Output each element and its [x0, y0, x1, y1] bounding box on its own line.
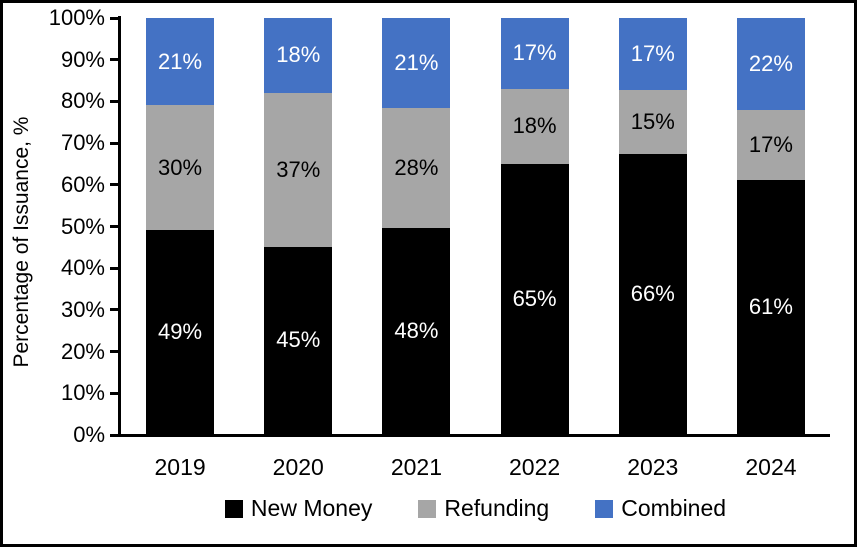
y-tick-label: 100% [48, 5, 105, 30]
y-tick-label: 30% [60, 296, 105, 322]
y-tick-label: 40% [60, 255, 105, 281]
bar-value-label: 21% [158, 48, 203, 74]
stacked-bar-2022: 65% 18% 17% [500, 18, 569, 434]
y-tick-mark [110, 183, 118, 187]
bar-value-label: 22% [748, 50, 793, 76]
y-tick-label: 50% [60, 213, 105, 239]
bar-segment-refunding: 17% [736, 109, 805, 181]
y-tick-mark [110, 433, 118, 437]
y-tick-mark [110, 16, 118, 20]
bar-segment-refunding: 30% [146, 105, 215, 231]
bar-value-label: 61% [748, 294, 793, 320]
bar-segment-combined: 17% [500, 18, 569, 89]
bar-segment-refunding: 18% [500, 88, 569, 164]
bar-value-label: 17% [748, 131, 793, 157]
legend-item-new-money: New Money [224, 495, 373, 522]
legend-label: New Money [250, 495, 373, 521]
bar-value-label: 30% [158, 154, 203, 180]
y-tick-mark [110, 99, 118, 103]
stacked-bar-2019: 49% 30% 21% [146, 18, 215, 434]
bar-segment-new-money: 61% [736, 180, 805, 434]
bar-slot-2022: 65% 18% 17% [476, 18, 594, 434]
bar-value-label: 28% [394, 155, 439, 181]
bar-value-label: 17% [630, 41, 675, 67]
stacked-bar-2021: 48% 28% 21% [382, 18, 451, 434]
bar-segment-combined: 22% [736, 18, 805, 110]
legend-label: Refunding [444, 495, 550, 521]
bar-value-label: 17% [512, 40, 557, 66]
y-tick-mark [110, 141, 118, 145]
y-tick-label: 10% [60, 380, 105, 406]
bar-value-label: 18% [512, 113, 557, 139]
y-tick-label: 0% [73, 422, 105, 447]
legend-item-refunding: Refunding [418, 495, 549, 522]
bar-value-label: 65% [512, 285, 557, 311]
legend-label: Combined [621, 495, 727, 521]
legend-swatch-icon [595, 499, 614, 518]
bar-slot-2019: 49% 30% 21% [121, 18, 239, 434]
x-axis-label: 2019 [154, 454, 206, 480]
bar-segment-new-money: 65% [500, 163, 569, 434]
legend-swatch-icon [224, 499, 243, 518]
bar-value-label: 48% [394, 318, 439, 344]
x-axis-line [118, 434, 830, 437]
bar-segment-combined: 17% [618, 18, 687, 91]
bar-value-label: 49% [158, 319, 203, 345]
stacked-bar-2023: 66% 15% 17% [618, 18, 687, 434]
bar-segment-refunding: 37% [264, 92, 333, 247]
bar-segment-new-money: 48% [382, 228, 451, 434]
y-tick-label: 70% [60, 130, 105, 156]
bar-value-label: 18% [276, 42, 321, 68]
bar-segment-combined: 21% [382, 18, 451, 109]
bar-slot-2021: 48% 28% 21% [357, 18, 475, 434]
y-axis-line [118, 16, 121, 437]
x-axis-labels: 2019 2020 2021 2022 2023 2024 [121, 454, 830, 481]
y-tick-label: 60% [60, 171, 105, 197]
bar-value-label: 15% [630, 109, 675, 134]
bar-value-label: 37% [276, 156, 321, 182]
y-tick-mark [110, 350, 118, 354]
x-axis-label: 2022 [509, 454, 561, 480]
x-axis-label: 2024 [745, 454, 797, 480]
bar-value-label: 21% [394, 50, 439, 76]
y-tick-label: 90% [60, 46, 105, 72]
y-axis-ticks [110, 16, 118, 437]
bar-value-label: 66% [630, 280, 675, 306]
stacked-bar-2020: 45% 37% 18% [264, 18, 333, 434]
x-axis-label: 2020 [272, 454, 324, 480]
y-tick-mark [110, 308, 118, 312]
bar-segment-new-money: 49% [146, 230, 215, 434]
bar-value-label: 45% [276, 327, 321, 353]
bar-segment-combined: 18% [264, 18, 333, 93]
bar-segment-new-money: 66% [618, 153, 687, 434]
y-tick-label: 20% [60, 338, 105, 364]
y-tick-mark [110, 225, 118, 228]
stacked-bar-2024: 61% 17% 22% [736, 18, 805, 434]
y-axis-tick-labels: 100% 90% 80% 70% 60% 50% 40% 30% 20% 10% 0% [3, 7, 105, 446]
x-axis-label: 2021 [390, 454, 443, 480]
y-tick-label: 80% [60, 88, 105, 114]
bar-slot-2023: 66% 15% 17% [594, 18, 712, 434]
bar-segment-new-money: 45% [264, 246, 333, 434]
bar-slot-2020: 45% 37% 18% [239, 18, 357, 434]
bar-segment-refunding: 15% [618, 90, 687, 154]
legend-swatch-icon [418, 499, 437, 518]
y-tick-mark [110, 391, 118, 395]
y-tick-mark [110, 58, 118, 62]
chart-legend: New Money Refunding Combined [121, 495, 830, 522]
legend-item-combined: Combined [595, 495, 726, 522]
y-tick-mark [110, 266, 118, 270]
plot-area: 49% 30% 21% 45% 37% 18% 48% 28% 21% 65% 18% 17% 66% 1… [121, 18, 830, 434]
bar-segment-combined: 21% [146, 18, 215, 106]
bar-segment-refunding: 28% [382, 108, 451, 229]
x-axis-label: 2023 [627, 454, 679, 480]
bar-slot-2024: 61% 17% 22% [712, 18, 830, 434]
